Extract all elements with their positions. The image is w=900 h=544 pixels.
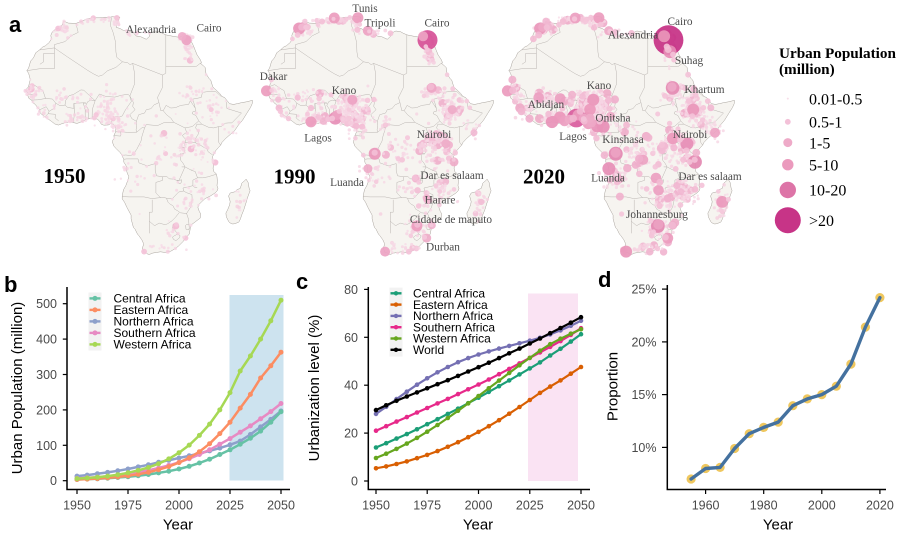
- svg-text:Dar es salaam: Dar es salaam: [420, 170, 484, 182]
- svg-text:2000: 2000: [808, 499, 836, 513]
- svg-text:a: a: [9, 12, 22, 37]
- svg-text:Luanda: Luanda: [330, 177, 364, 189]
- svg-text:Urban Population: Urban Population: [779, 45, 896, 62]
- svg-text:2025: 2025: [516, 499, 544, 513]
- svg-text:Lagos: Lagos: [559, 131, 587, 143]
- svg-text:80: 80: [344, 283, 358, 297]
- svg-text:20%: 20%: [631, 335, 656, 349]
- svg-text:Cidade de maputo: Cidade de maputo: [410, 214, 493, 226]
- svg-text:World: World: [413, 343, 444, 357]
- svg-text:500: 500: [36, 297, 57, 311]
- svg-text:Western Africa: Western Africa: [114, 338, 192, 352]
- svg-text:100: 100: [36, 439, 57, 453]
- svg-text:Proportion: Proportion: [605, 352, 622, 421]
- svg-text:2020: 2020: [523, 165, 565, 189]
- svg-text:b: b: [4, 272, 17, 297]
- svg-text:0: 0: [351, 475, 358, 489]
- svg-text:Kinshasa: Kinshasa: [602, 134, 643, 146]
- svg-text:Dakar: Dakar: [260, 71, 288, 83]
- svg-text:Southern Africa: Southern Africa: [114, 326, 196, 340]
- svg-text:Kano: Kano: [587, 80, 612, 92]
- svg-text:Nairobi: Nairobi: [673, 129, 708, 141]
- svg-text:2000: 2000: [465, 499, 493, 513]
- svg-text:Year: Year: [463, 517, 493, 534]
- svg-text:>20: >20: [809, 213, 834, 230]
- svg-text:Eastern Africa: Eastern Africa: [413, 298, 488, 312]
- svg-text:5-10: 5-10: [809, 157, 838, 174]
- svg-text:Alexandria: Alexandria: [126, 24, 176, 36]
- svg-text:Kano: Kano: [332, 85, 357, 97]
- svg-text:Urban Population (million): Urban Population (million): [9, 302, 26, 475]
- svg-text:300: 300: [36, 368, 57, 382]
- svg-text:Nairobi: Nairobi: [417, 129, 452, 141]
- svg-text:Dar es salaam: Dar es salaam: [678, 171, 742, 183]
- svg-text:Year: Year: [763, 517, 793, 534]
- svg-text:1950: 1950: [63, 499, 91, 513]
- svg-text:1980: 1980: [750, 499, 778, 513]
- svg-text:Northern Africa: Northern Africa: [413, 309, 493, 323]
- svg-text:Harare: Harare: [425, 195, 456, 207]
- svg-text:c: c: [296, 269, 308, 294]
- svg-text:10-20: 10-20: [809, 183, 846, 200]
- svg-text:Lagos: Lagos: [304, 133, 332, 145]
- svg-text:Urbanization level (%): Urbanization level (%): [306, 315, 323, 462]
- svg-text:Central Africa: Central Africa: [413, 287, 485, 301]
- svg-text:Johannesburg: Johannesburg: [626, 209, 688, 221]
- svg-text:Tunis: Tunis: [352, 3, 377, 15]
- svg-text:1950: 1950: [362, 499, 390, 513]
- svg-text:Central Africa: Central Africa: [114, 292, 186, 306]
- svg-text:15%: 15%: [631, 388, 656, 402]
- svg-text:2050: 2050: [567, 499, 595, 513]
- svg-text:25%: 25%: [631, 283, 656, 297]
- svg-text:40: 40: [344, 379, 358, 393]
- svg-text:1990: 1990: [274, 165, 316, 189]
- svg-text:2000: 2000: [165, 499, 193, 513]
- svg-text:2020: 2020: [866, 499, 894, 513]
- svg-text:Cairo: Cairo: [424, 18, 449, 30]
- svg-text:Cairo: Cairo: [667, 16, 692, 28]
- svg-text:2050: 2050: [267, 499, 295, 513]
- svg-text:0.5-1: 0.5-1: [809, 115, 842, 132]
- svg-text:60: 60: [344, 331, 358, 345]
- svg-text:20: 20: [344, 427, 358, 441]
- svg-text:Luanda: Luanda: [591, 173, 625, 185]
- svg-text:Khartum: Khartum: [684, 84, 724, 96]
- svg-text:1975: 1975: [413, 499, 441, 513]
- svg-text:200: 200: [36, 403, 57, 417]
- svg-text:Tripoli: Tripoli: [365, 18, 396, 30]
- svg-text:Suhag: Suhag: [675, 55, 704, 67]
- svg-text:1-5: 1-5: [809, 135, 830, 152]
- svg-text:Cairo: Cairo: [196, 23, 221, 35]
- svg-text:1960: 1960: [692, 499, 720, 513]
- svg-text:Southern Africa: Southern Africa: [413, 320, 495, 334]
- svg-text:d: d: [598, 267, 611, 292]
- svg-text:0: 0: [50, 474, 57, 488]
- svg-text:Year: Year: [163, 517, 193, 534]
- svg-text:Northern Africa: Northern Africa: [114, 315, 194, 329]
- svg-text:Onitsha: Onitsha: [595, 113, 630, 125]
- svg-text:(million): (million): [779, 61, 835, 78]
- svg-text:400: 400: [36, 333, 57, 347]
- svg-text:Durban: Durban: [426, 242, 460, 254]
- svg-text:Abidjan: Abidjan: [528, 99, 565, 111]
- svg-text:Western Africa: Western Africa: [413, 332, 491, 346]
- svg-text:2025: 2025: [216, 499, 244, 513]
- svg-text:0.01-0.5: 0.01-0.5: [809, 91, 862, 108]
- svg-text:1975: 1975: [114, 499, 142, 513]
- svg-text:1950: 1950: [44, 164, 86, 188]
- svg-text:Alexandria: Alexandria: [608, 30, 658, 42]
- svg-text:10%: 10%: [631, 441, 656, 455]
- svg-text:Eastern Africa: Eastern Africa: [114, 303, 189, 317]
